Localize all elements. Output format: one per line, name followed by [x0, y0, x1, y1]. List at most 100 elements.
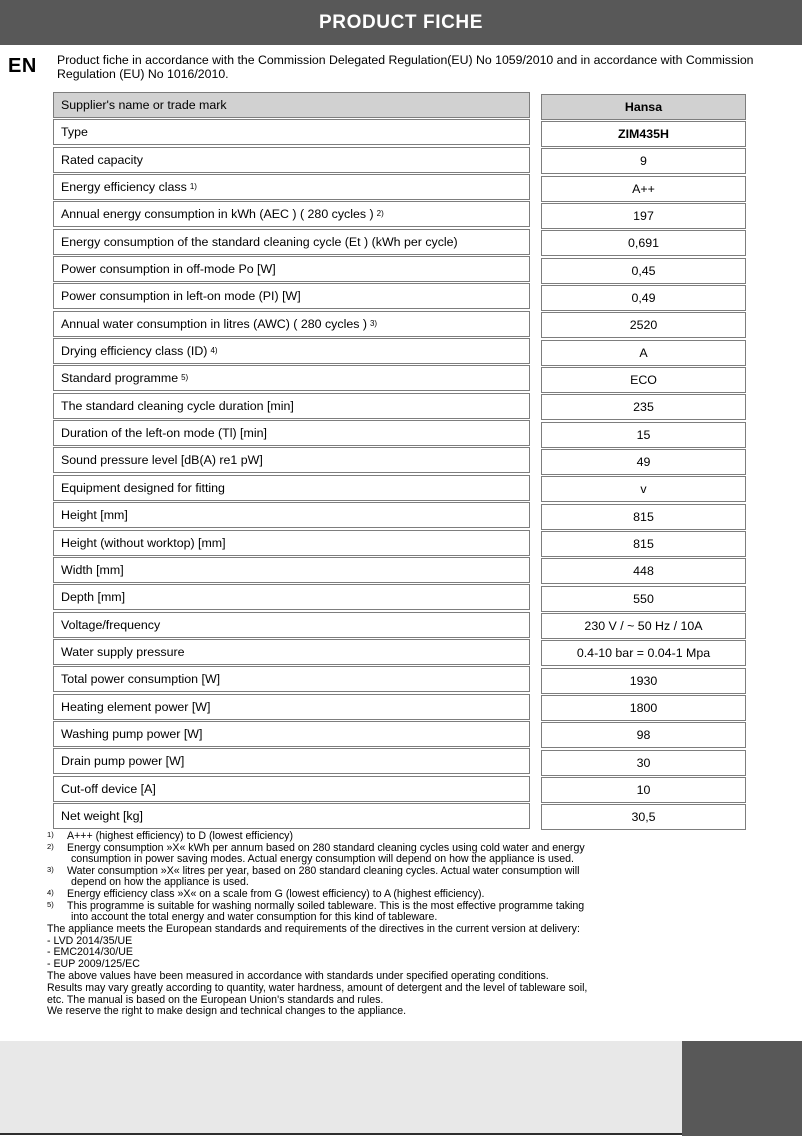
table-row: Equipment designed for fitting v — [53, 474, 746, 503]
table-row-label-text: Width [mm] — [61, 562, 124, 577]
table-row-label: Duration of the left-on mode (Tl) [min] — [53, 420, 530, 447]
table-row-label: Water supply pressure — [53, 638, 530, 665]
footnote-item: 3) Water consumption »X« litres per year,… — [47, 864, 787, 889]
table-row-value: 30 — [541, 749, 746, 776]
table-row: Cut-off device [A] 10 — [53, 775, 746, 804]
table-row: Depth [mm] 550 — [53, 584, 746, 612]
table-row-label: Energy efficiency class 1) — [53, 174, 530, 201]
table-row-label: Power consumption in left-on mode (PI) [… — [53, 283, 530, 310]
table-row-value-text: 15 — [636, 427, 651, 442]
table-row: Power consumption in left-on mode (PI) [… — [53, 283, 746, 311]
table-row-label: Standard programme 5) — [53, 365, 530, 392]
table-row-value-text: 1800 — [629, 701, 658, 716]
table-row-value: 0.4-10 bar = 0.04-1 Mpa — [541, 640, 746, 667]
table-row-label-text: Type — [61, 125, 88, 140]
table-row-value: 197 — [541, 202, 746, 229]
table-row-label: Cut-off device [A] — [53, 775, 530, 802]
table-row-value-text: 0.4-10 bar = 0.04-1 Mpa — [576, 646, 711, 661]
table-row: Annual energy consumption in kWh (AEC ) … — [53, 201, 746, 229]
table-row-value-text: ZIM435H — [618, 126, 669, 141]
footnote-item: 4) Energy efficiency class »X« on a scale… — [47, 888, 787, 901]
compliance-directive: - LVD 2014/35/UE — [47, 934, 133, 947]
footer-dark-block — [682, 1041, 802, 1136]
table-row-label-text: Depth [mm] — [61, 590, 126, 605]
footnote-number: 3) — [47, 864, 54, 874]
table-row-value: A — [541, 339, 746, 366]
table-row-label: Washing pump power [W] — [53, 720, 530, 747]
table-row-value: 30,5 — [541, 804, 746, 831]
table-row-value-text: 98 — [636, 728, 651, 743]
table-row-value-text: v — [640, 482, 647, 497]
table-row-value-text: 10 — [636, 783, 651, 798]
table-row-label-text: Power consumption in left-on mode (PI) [… — [61, 289, 301, 304]
intro-paragraph: Product fiche in accordance with the Com… — [57, 53, 754, 82]
table-row-value-text: 30 — [636, 755, 651, 770]
table-row-label-text: Net weight [kg] — [61, 808, 143, 823]
table-row-value: 448 — [541, 558, 746, 585]
language-code-label: EN — [8, 55, 37, 77]
table-row-value: 49 — [541, 448, 746, 475]
table-row-label-text: Drying efficiency class (ID) — [61, 344, 208, 359]
table-row-label: Heating element power [W] — [53, 693, 530, 720]
table-row-value-text: 815 — [633, 509, 654, 524]
rights-reserved-statement: We reserve the right to make design and … — [47, 1005, 407, 1018]
table-row-label: Rated capacity — [53, 146, 530, 173]
table-row-value-text: 49 — [636, 454, 651, 469]
table-row: Duration of the left-on mode (Tl) [min] 1… — [53, 420, 746, 448]
footnote-number: 5) — [47, 899, 54, 909]
results-statement-line2: etc. The manual is based on the European… — [47, 993, 384, 1006]
table-row: Water supply pressure 0.4-10 bar = 0.04-1… — [53, 638, 746, 667]
table-row-value: 0,691 — [541, 230, 746, 257]
table-row-value: 235 — [541, 394, 746, 421]
table-row: Height (without worktop) [mm] 815 — [53, 529, 746, 557]
table-row-label-text: Energy efficiency class — [61, 180, 187, 195]
table-row-label: Annual energy consumption in kWh (AEC ) … — [53, 201, 530, 228]
table-row-label-text: Annual energy consumption in kWh (AEC ) … — [61, 207, 374, 222]
footnote-text: This programme is suitable for washing n… — [67, 899, 585, 912]
table-row-value: 1800 — [541, 695, 746, 722]
footnotes-section: 1) A+++ (highest efficiency) to D (lowest… — [47, 830, 787, 1018]
table-row-label: Depth [mm] — [53, 584, 530, 611]
footnote-text-continued: into account the total energy and water … — [71, 911, 438, 924]
table-row-label-text: Annual water consumption in litres (AWC)… — [61, 316, 367, 331]
table-row-value: 15 — [541, 421, 746, 448]
table-row-label: Voltage/frequency — [53, 611, 530, 638]
table-row-label-text: Water supply pressure — [61, 644, 185, 659]
table-row: Supplier's name or trade mark Hansa — [53, 92, 746, 120]
compliance-block: The appliance meets the European standar… — [47, 923, 787, 1018]
table-row-value-text: 1930 — [629, 673, 658, 688]
measurement-statement: The above values have been measured in a… — [47, 969, 549, 982]
table-row: Height [mm] 815 — [53, 502, 746, 530]
table-row-label-text: Washing pump power [W] — [61, 726, 203, 741]
table-row: Total power consumption [W] 1930 — [53, 666, 746, 694]
table-row-label-text: Total power consumption [W] — [61, 672, 221, 687]
table-row-value: 550 — [541, 585, 746, 612]
table-row-value-text: 550 — [633, 591, 654, 606]
table-row: Energy efficiency class 1) A++ — [53, 174, 746, 202]
table-row-value-text: 815 — [633, 537, 654, 551]
table-row-label: Height [mm] — [53, 502, 530, 529]
table-row-value-text: 2520 — [629, 318, 658, 333]
table-row-label-text: Power consumption in off-mode Po [W] — [61, 262, 276, 277]
table-row-value-text: 0,691 — [627, 236, 659, 251]
footnote-text-continued: depend on how the appliance is used. — [71, 876, 249, 889]
table-row-value-text: A — [639, 345, 648, 360]
footnote-item: 5) This programme is suitable for washing… — [47, 899, 787, 924]
table-row-label: Net weight [kg] — [53, 802, 530, 829]
table-row-label-text: Equipment designed for fitting — [61, 480, 225, 495]
table-row-value: 98 — [541, 722, 746, 749]
table-row-value-text: 0,45 — [631, 263, 656, 278]
table-row-value: v — [541, 476, 746, 503]
table-row: Annual water consumption in litres (AWC)… — [53, 310, 746, 339]
table-row-value: ZIM435H — [541, 120, 746, 147]
table-row-value-text: Hansa — [624, 99, 663, 114]
table-row-label: Equipment designed for fitting — [53, 474, 530, 501]
table-row-value: 0,49 — [541, 284, 746, 311]
table-row-value-text: 0,49 — [631, 290, 656, 305]
footer-baseline-rule — [0, 1133, 682, 1135]
table-row-value: 0,45 — [541, 257, 746, 284]
results-statement-line1: Results may vary greatly according to qu… — [47, 981, 588, 994]
table-row-value-text: 9 — [640, 154, 647, 169]
table-row-value-text: 448 — [633, 564, 654, 579]
footnote-number: 1) — [47, 830, 54, 839]
